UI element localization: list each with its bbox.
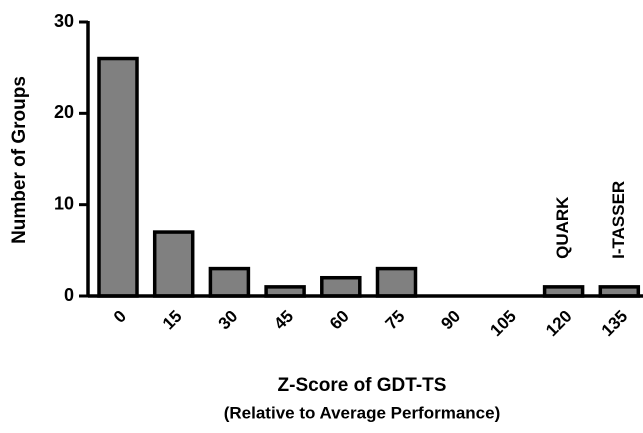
y-tick-label: 30 <box>54 11 74 31</box>
annotation: QUARK <box>553 196 572 259</box>
x-tick-label: 30 <box>215 307 242 334</box>
x-tick-label: 120 <box>542 307 575 340</box>
bar <box>152 230 195 298</box>
bar <box>97 56 139 298</box>
y-axis-title: Number of Groups <box>9 76 30 244</box>
y-tick-label: 20 <box>54 102 74 122</box>
x-axis-title: Z-Score of GDT-TS <box>278 375 447 396</box>
y-tick-label: 10 <box>54 193 74 213</box>
x-tick-label: 60 <box>326 307 353 334</box>
x-tick-label: 15 <box>159 307 186 334</box>
bar <box>375 266 418 298</box>
x-axis-subtitle: (Relative to Average Performance) <box>224 403 501 422</box>
y-tick-label: 0 <box>64 285 74 305</box>
x-tick-label: 45 <box>270 307 297 334</box>
x-tick-label: 90 <box>437 307 464 334</box>
bar <box>208 266 251 298</box>
annotation: I-TASSER <box>609 181 628 259</box>
bar <box>320 275 362 298</box>
x-tick-label: 75 <box>382 307 409 334</box>
x-tick-label: 135 <box>598 307 631 340</box>
x-tick-label: 0 <box>110 307 130 327</box>
x-tick-label: 105 <box>486 307 519 340</box>
